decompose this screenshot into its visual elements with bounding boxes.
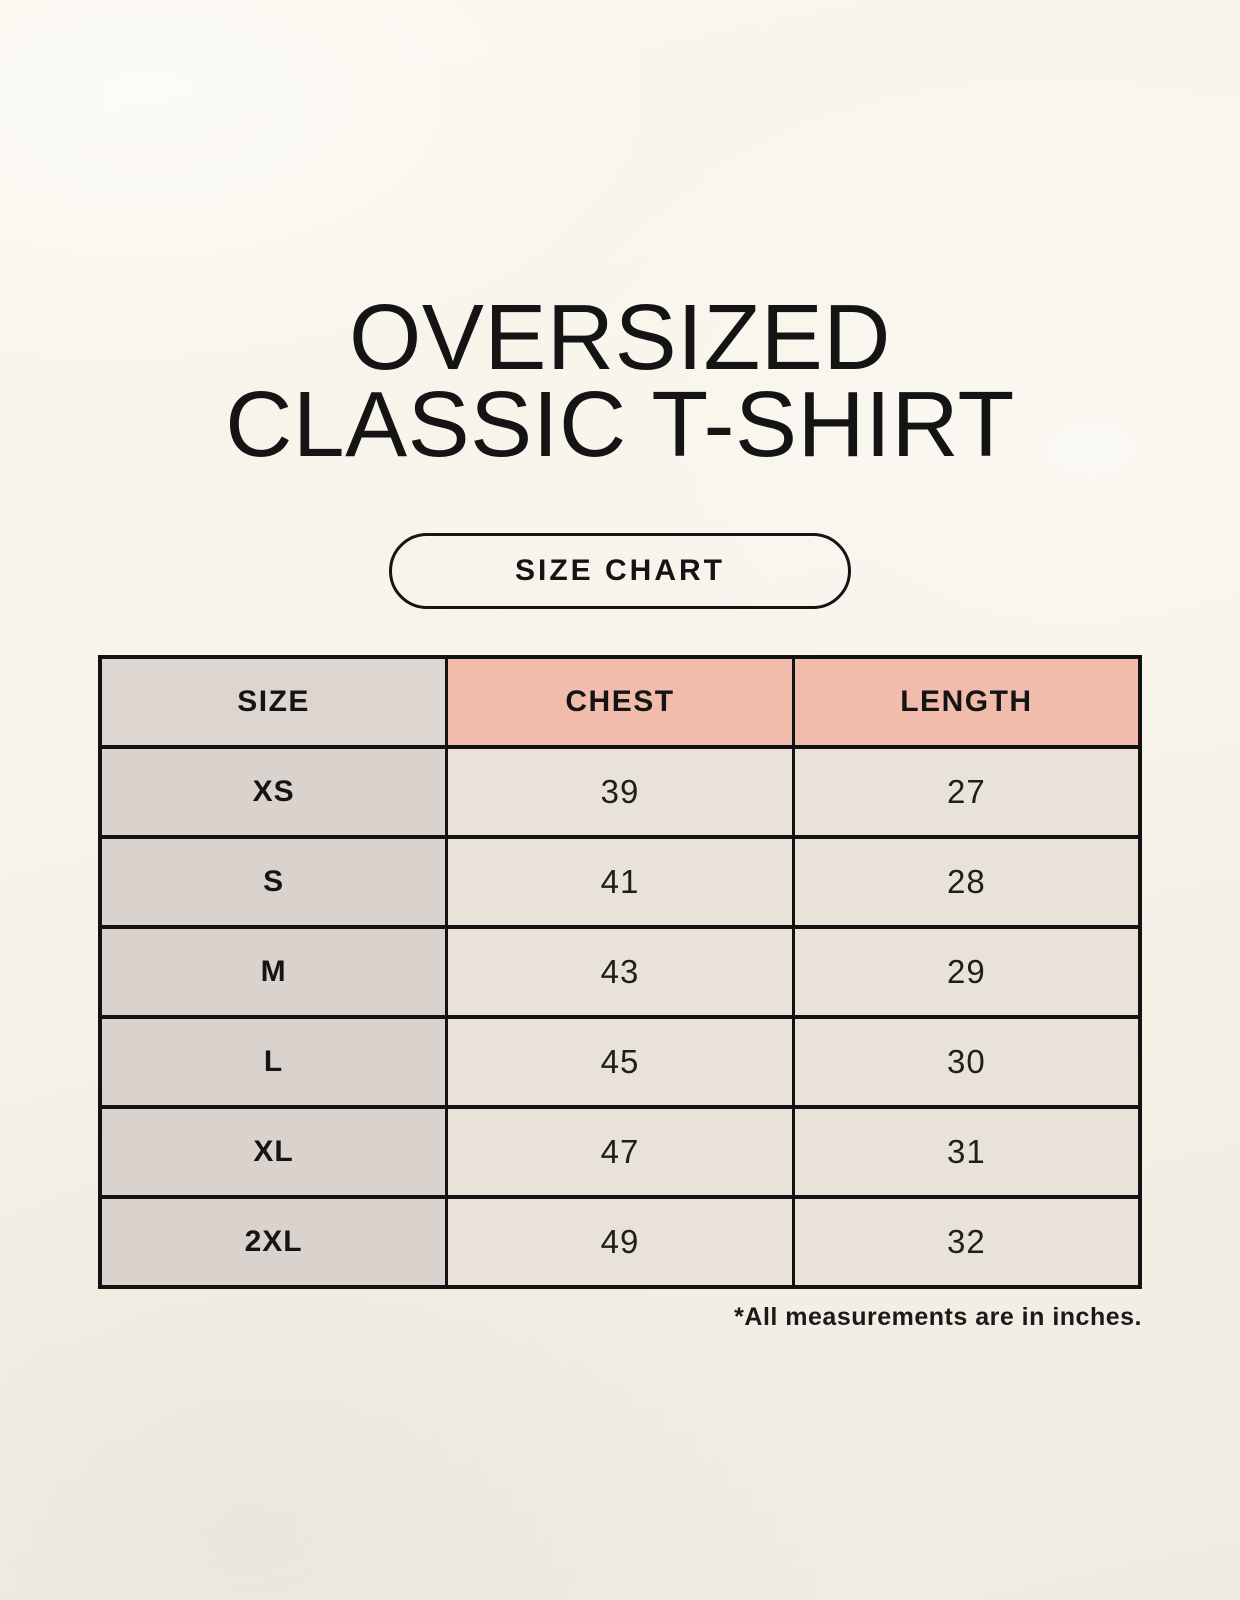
table-row: XL 47 31 xyxy=(98,1104,1142,1199)
size-chart-button-label: SIZE CHART xyxy=(515,553,725,587)
table-row: 2XL 49 32 xyxy=(98,1194,1142,1289)
chest-value: 47 xyxy=(445,1104,795,1199)
length-value: 28 xyxy=(791,834,1142,929)
product-title: OVERSIZED CLASSIC T-SHIRT xyxy=(0,291,1240,471)
measurements-note: *All measurements are in inches. xyxy=(734,1302,1142,1331)
table-row: M 43 29 xyxy=(98,924,1142,1019)
size-label: M xyxy=(98,924,449,1019)
column-header-chest: CHEST xyxy=(445,654,795,749)
size-chart-button[interactable]: SIZE CHART xyxy=(389,532,851,609)
column-header-size: SIZE xyxy=(98,654,449,749)
chest-value: 43 xyxy=(445,924,795,1019)
size-chart-table-body: XS 39 27 S 41 28 M 43 29 L 45 30 XL 47 31 2XL 49 32 xyxy=(98,744,1142,1289)
chest-value: 41 xyxy=(445,834,795,929)
chest-value: 39 xyxy=(445,744,795,839)
chest-value: 45 xyxy=(445,1014,795,1109)
length-value: 32 xyxy=(791,1194,1142,1289)
column-header-length: LENGTH xyxy=(791,654,1142,749)
size-label: S xyxy=(98,834,449,929)
size-label: 2XL xyxy=(98,1194,449,1289)
length-value: 31 xyxy=(791,1104,1142,1199)
table-row: XS 39 27 xyxy=(98,744,1142,839)
product-title-line1: OVERSIZED xyxy=(349,285,891,389)
size-label: XL xyxy=(98,1104,449,1199)
size-chart-table: SIZE CHEST LENGTH XS 39 27 S 41 28 M 43 29 L 45 30 X… xyxy=(98,654,1142,1289)
table-header-row: SIZE CHEST LENGTH xyxy=(98,654,1142,749)
length-value: 29 xyxy=(791,924,1142,1019)
length-value: 30 xyxy=(791,1014,1142,1109)
product-title-line2: CLASSIC T-SHIRT xyxy=(225,372,1015,477)
size-label: XS xyxy=(98,744,449,839)
table-row: L 45 30 xyxy=(98,1014,1142,1109)
table-row: S 41 28 xyxy=(98,834,1142,929)
size-label: L xyxy=(98,1014,449,1109)
chest-value: 49 xyxy=(445,1194,795,1289)
length-value: 27 xyxy=(791,744,1142,839)
